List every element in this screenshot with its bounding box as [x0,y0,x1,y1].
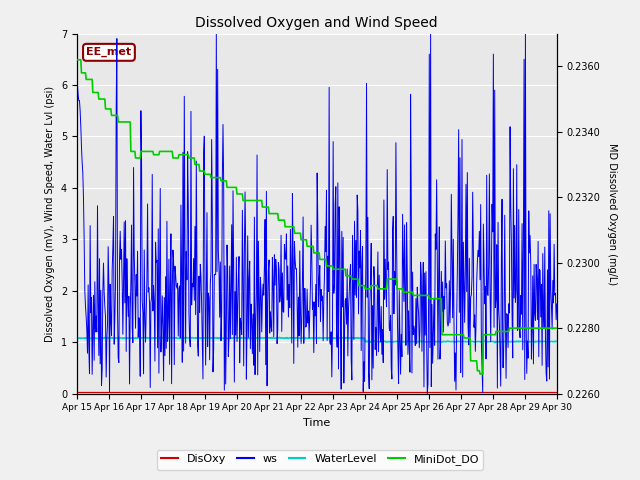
Y-axis label: MD Dissolved Oxygen (mg/L): MD Dissolved Oxygen (mg/L) [607,143,617,285]
Text: EE_met: EE_met [86,47,132,58]
Y-axis label: Dissolved Oxygen (mV), Wind Speed, Water Lvl (psi): Dissolved Oxygen (mV), Wind Speed, Water… [45,85,55,342]
Legend: DisOxy, ws, WaterLevel, MiniDot_DO: DisOxy, ws, WaterLevel, MiniDot_DO [157,450,483,469]
X-axis label: Time: Time [303,418,330,428]
Title: Dissolved Oxygen and Wind Speed: Dissolved Oxygen and Wind Speed [195,16,438,30]
